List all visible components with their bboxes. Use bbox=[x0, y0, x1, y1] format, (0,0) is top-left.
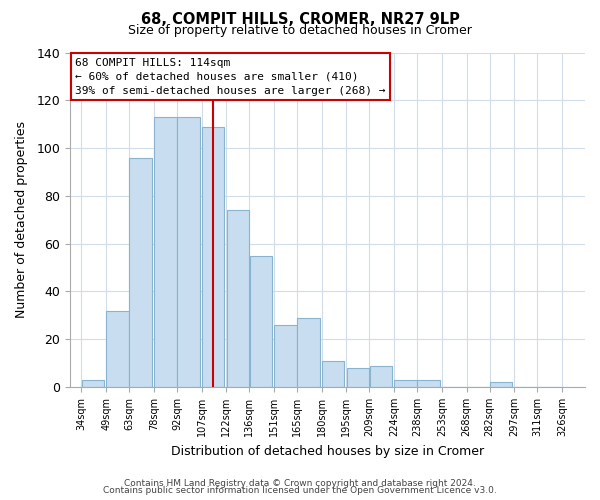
Bar bbox=[250, 256, 272, 387]
Bar bbox=[394, 380, 417, 387]
Bar bbox=[130, 158, 152, 387]
Text: Contains HM Land Registry data © Crown copyright and database right 2024.: Contains HM Land Registry data © Crown c… bbox=[124, 478, 476, 488]
Bar bbox=[154, 117, 176, 387]
Bar bbox=[177, 117, 200, 387]
Bar bbox=[202, 126, 224, 387]
X-axis label: Distribution of detached houses by size in Cromer: Distribution of detached houses by size … bbox=[171, 444, 484, 458]
Bar bbox=[82, 380, 104, 387]
Text: Contains public sector information licensed under the Open Government Licence v3: Contains public sector information licen… bbox=[103, 486, 497, 495]
Bar bbox=[274, 325, 297, 387]
Bar bbox=[490, 382, 512, 387]
Text: Size of property relative to detached houses in Cromer: Size of property relative to detached ho… bbox=[128, 24, 472, 37]
Bar bbox=[227, 210, 249, 387]
Bar bbox=[347, 368, 369, 387]
Text: 68, COMPIT HILLS, CROMER, NR27 9LP: 68, COMPIT HILLS, CROMER, NR27 9LP bbox=[140, 12, 460, 28]
Bar bbox=[297, 318, 320, 387]
Text: 68 COMPIT HILLS: 114sqm
← 60% of detached houses are smaller (410)
39% of semi-d: 68 COMPIT HILLS: 114sqm ← 60% of detache… bbox=[75, 58, 386, 96]
Bar bbox=[322, 361, 344, 387]
Bar bbox=[106, 310, 129, 387]
Bar bbox=[370, 366, 392, 387]
Bar bbox=[418, 380, 440, 387]
Y-axis label: Number of detached properties: Number of detached properties bbox=[15, 122, 28, 318]
